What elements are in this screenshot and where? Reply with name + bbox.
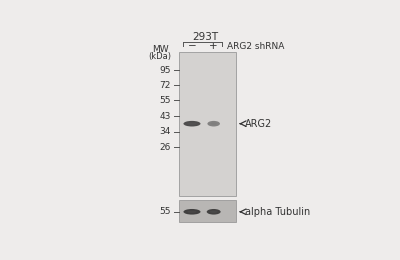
Text: +: + [209,41,218,51]
Text: −: − [188,41,196,51]
Ellipse shape [207,209,221,214]
Text: 43: 43 [160,112,171,121]
Ellipse shape [210,122,217,125]
Text: 55: 55 [159,96,171,105]
Text: 55: 55 [159,207,171,216]
Text: (kDa): (kDa) [148,52,172,61]
Text: 26: 26 [160,143,171,152]
Ellipse shape [187,211,197,213]
Text: ARG2 shRNA: ARG2 shRNA [227,42,285,51]
Text: ARG2: ARG2 [245,119,272,129]
Text: alpha Tubulin: alpha Tubulin [245,207,310,217]
Text: MW: MW [152,45,168,54]
Ellipse shape [184,209,200,214]
Text: 72: 72 [160,81,171,90]
Text: 95: 95 [159,66,171,75]
Ellipse shape [184,121,200,127]
Ellipse shape [187,122,197,125]
Text: 34: 34 [160,127,171,136]
Ellipse shape [208,121,220,127]
Ellipse shape [210,211,218,213]
Bar [179,52,236,196]
Text: 293T: 293T [192,32,219,42]
Bar [179,200,236,222]
